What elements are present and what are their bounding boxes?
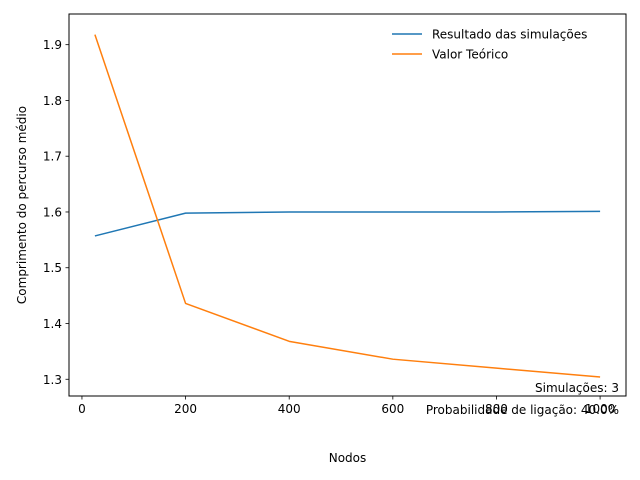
series-line-2 <box>94 34 601 378</box>
series-layer <box>94 34 601 378</box>
legend-label-1: Resultado das simulações <box>432 28 587 42</box>
y-tick-label: 1.8 <box>43 94 62 108</box>
x-tick-label: 800 <box>485 402 508 416</box>
x-tick-label: 1000 <box>585 402 616 416</box>
x-tick-label: 0 <box>78 402 86 416</box>
y-tick-label: 1.6 <box>43 205 62 219</box>
x-tick-label: 400 <box>278 402 301 416</box>
y-tick-label: 1.9 <box>43 38 62 52</box>
x-tick-label: 200 <box>174 402 197 416</box>
x-tick-label: 600 <box>381 402 404 416</box>
y-tick-label: 1.4 <box>43 317 62 331</box>
y-tick-label: 1.5 <box>43 261 62 275</box>
y-axis-label: Comprimento do percurso médio <box>15 106 29 304</box>
y-axis-ticks: 1.3 1.4 1.5 1.6 1.7 1.8 1.9 <box>43 38 69 387</box>
series-line-1 <box>94 210 601 237</box>
legend-label-2: Valor Teórico <box>432 48 508 62</box>
annotation-simulations: Simulações: 3 <box>535 381 619 395</box>
y-tick-label: 1.3 <box>43 373 62 387</box>
legend: Resultado das simulações Valor Teórico <box>392 28 587 62</box>
plot-area-frame <box>68 13 627 397</box>
x-axis-ticks: 0 200 400 600 800 1000 <box>78 396 615 416</box>
annotation-link-probability: Probabilidade de ligação: 40.0% <box>426 403 619 417</box>
y-tick-label: 1.7 <box>43 150 62 164</box>
x-axis-label: Nodos <box>329 451 367 465</box>
